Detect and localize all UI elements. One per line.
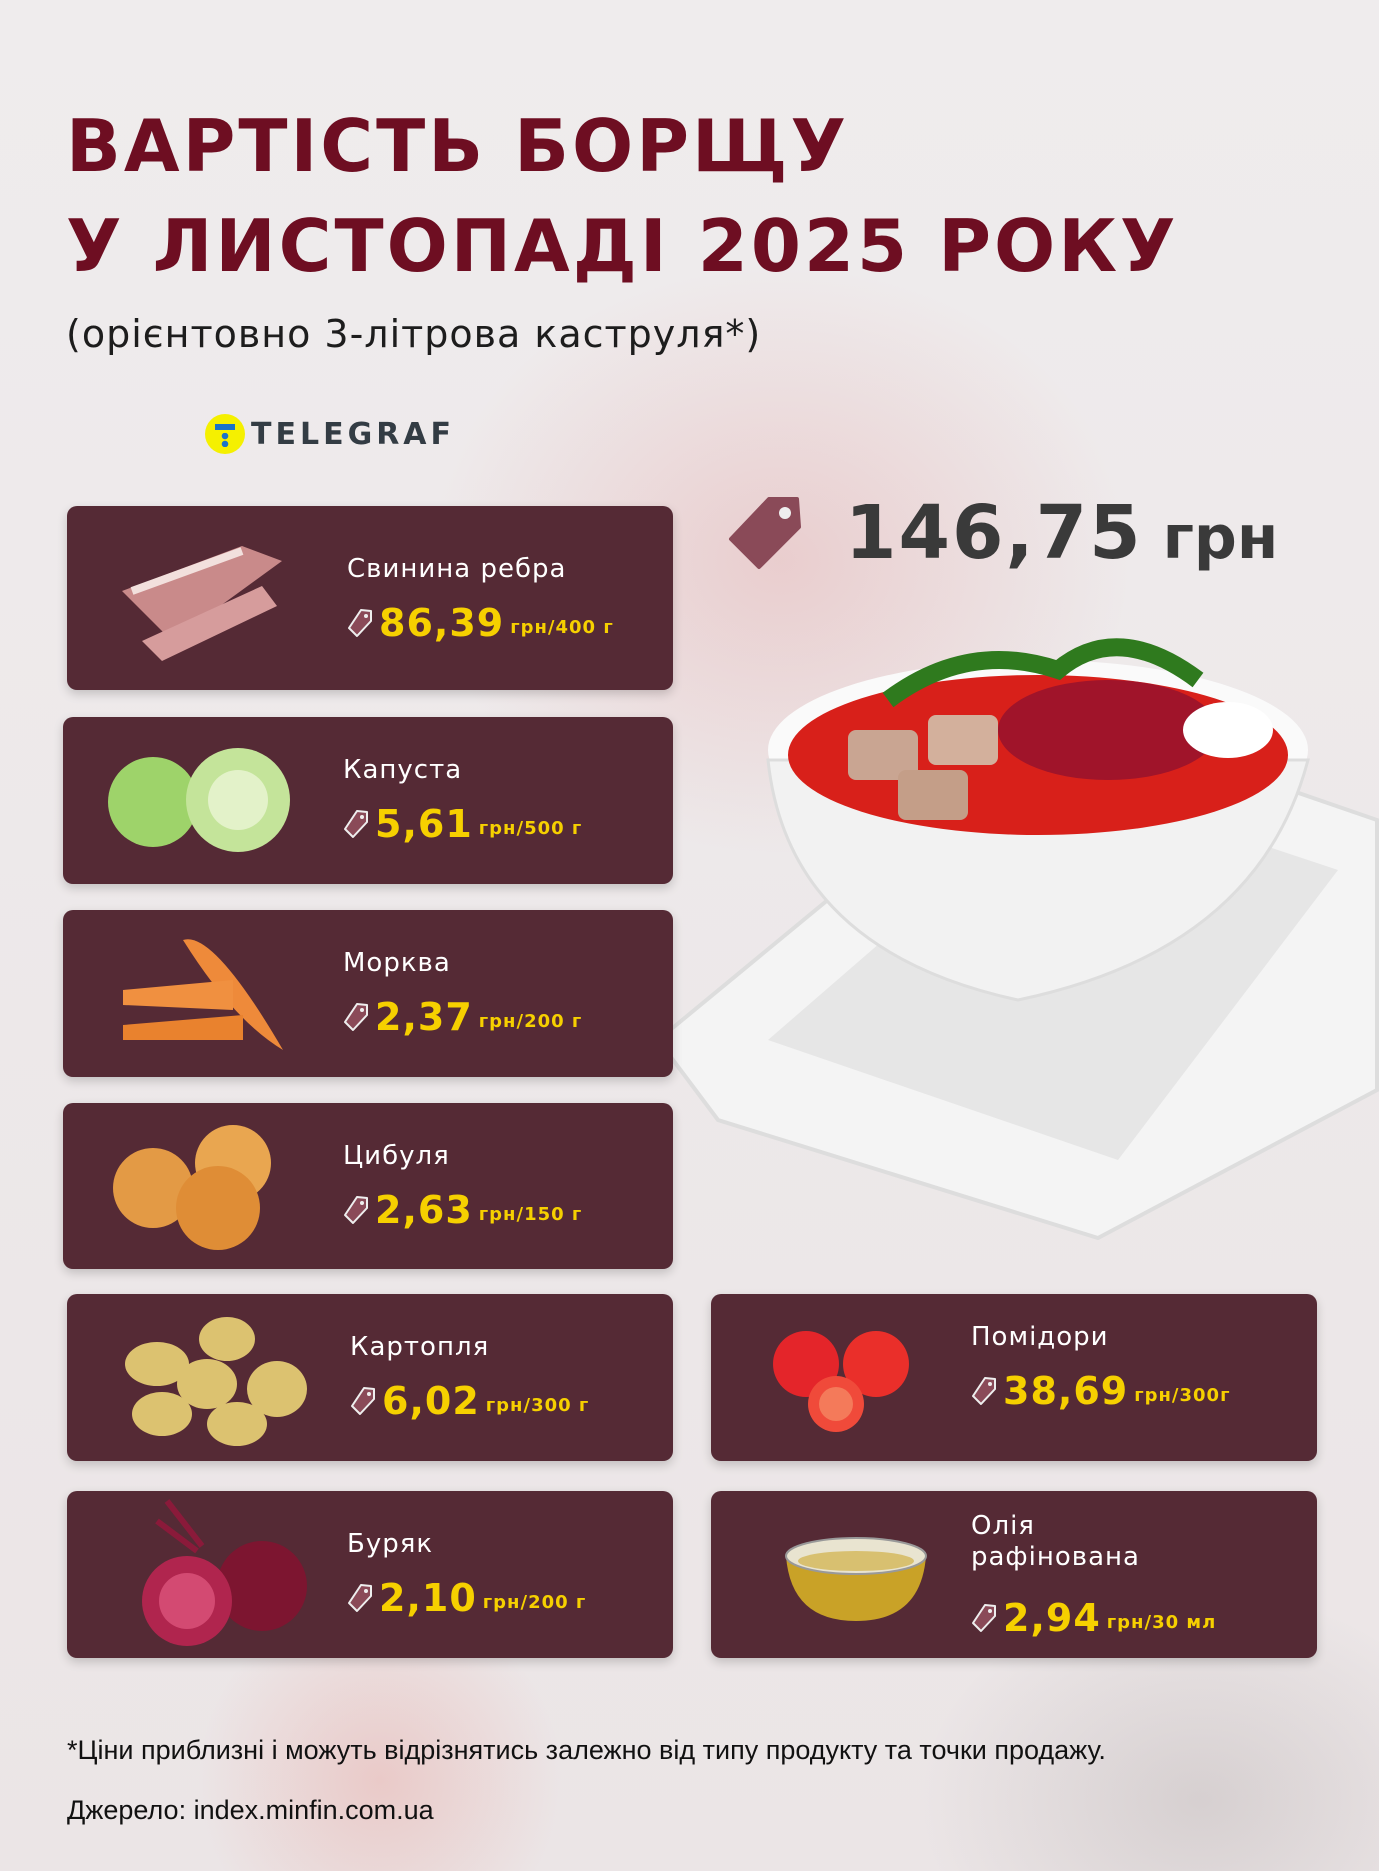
total-price: 146,75 грн: [725, 490, 1278, 576]
price-value: 2,94: [1003, 1596, 1101, 1640]
item-card-tomato: Помідори 38,69 грн/300г: [711, 1294, 1317, 1461]
onion-icon: [113, 1125, 271, 1250]
price-unit: грн/200 г: [482, 1591, 587, 1613]
pork-ribs-icon: [122, 546, 282, 661]
item-name: Свинина ребра: [347, 554, 567, 584]
item-price: 6,02 грн/300 г: [350, 1379, 589, 1423]
item-name: Буряк: [347, 1529, 434, 1559]
total-unit: грн: [1162, 503, 1279, 573]
item-card-onion: Цибуля 2,63 грн/150 г: [63, 1103, 673, 1269]
price-unit: грн/200 г: [478, 1010, 583, 1032]
total-value: 146,75: [845, 490, 1143, 576]
item-card-carrot: Морква 2,37 грн/200 г: [63, 910, 673, 1077]
item-card-oil: Олія рафінована 2,94 грн/30 мл: [711, 1491, 1317, 1658]
price-value: 5,61: [375, 802, 473, 846]
subtitle: (орієнтовно 3-літрова каструля*): [66, 312, 762, 356]
footnote: *Ціни приблизні і можуть відрізнятись за…: [67, 1735, 1106, 1765]
item-price: 2,10 грн/200 г: [347, 1576, 586, 1620]
price-tag-icon: [351, 1387, 375, 1415]
logo-text: TELEGRAF: [251, 416, 456, 452]
item-name: Помідори: [971, 1322, 1109, 1352]
tomato-icon: [773, 1331, 909, 1432]
item-name: Олія рафінована: [971, 1511, 1140, 1573]
price-tag-icon: [348, 609, 372, 637]
price-tag-icon: [729, 497, 801, 569]
source: Джерело: index.minfin.com.ua: [67, 1795, 434, 1825]
title-line-1: ВАРТІСТЬ БОРЩУ: [66, 104, 849, 188]
price-value: 6,02: [382, 1379, 480, 1423]
price-tag-icon: [344, 1003, 368, 1031]
borscht-bowl-image: [655, 638, 1379, 1240]
telegraf-logo-icon: [205, 414, 245, 454]
price-value: 2,10: [379, 1576, 477, 1620]
oil-bowl-icon: [785, 1537, 927, 1621]
item-price: 86,39 грн/400 г: [347, 601, 614, 645]
price-tag-icon: [344, 810, 368, 838]
item-card-cabbage: Капуста 5,61 грн/500 г: [63, 717, 673, 884]
item-price: 5,61 грн/500 г: [343, 802, 582, 846]
cabbage-icon: [108, 748, 290, 852]
item-price: 2,37 грн/200 г: [343, 995, 582, 1039]
price-tag-icon: [972, 1377, 996, 1405]
price-unit: грн/30 мл: [1106, 1611, 1217, 1633]
price-unit: грн/300г: [1134, 1384, 1231, 1406]
price-unit: грн/300 г: [485, 1394, 590, 1416]
item-card-potato: Картопля 6,02 грн/300 г: [67, 1294, 673, 1461]
price-tag-icon: [344, 1196, 368, 1224]
telegraf-logo: TELEGRAF: [205, 414, 455, 454]
carrot-icon: [123, 939, 283, 1050]
item-name: Капуста: [343, 755, 463, 785]
item-name: Картопля: [350, 1332, 490, 1362]
beet-icon: [142, 1499, 307, 1646]
potato-icon: [125, 1317, 307, 1446]
price-value: 38,69: [1003, 1369, 1129, 1413]
price-value: 2,37: [375, 995, 473, 1039]
price-tag-icon: [348, 1584, 372, 1612]
price-value: 86,39: [379, 601, 505, 645]
price-value: 2,63: [375, 1188, 473, 1232]
price-unit: грн/150 г: [478, 1203, 583, 1225]
title-line-2: У ЛИСТОПАДІ 2025 РОКУ: [66, 204, 1179, 288]
item-card-beet: Буряк 2,10 грн/200 г: [67, 1491, 673, 1658]
item-name: Морква: [343, 948, 451, 978]
price-unit: грн/500 г: [478, 817, 583, 839]
price-unit: грн/400 г: [510, 616, 614, 638]
item-price: 2,94 грн/30 мл: [971, 1596, 1216, 1640]
item-name: Цибуля: [343, 1141, 450, 1171]
price-tag-icon: [972, 1604, 996, 1632]
item-price: 38,69 грн/300г: [971, 1369, 1230, 1413]
item-price: 2,63 грн/150 г: [343, 1188, 582, 1232]
item-card-pork-ribs: Свинина ребра 86,39 грн/400 г: [67, 506, 673, 690]
